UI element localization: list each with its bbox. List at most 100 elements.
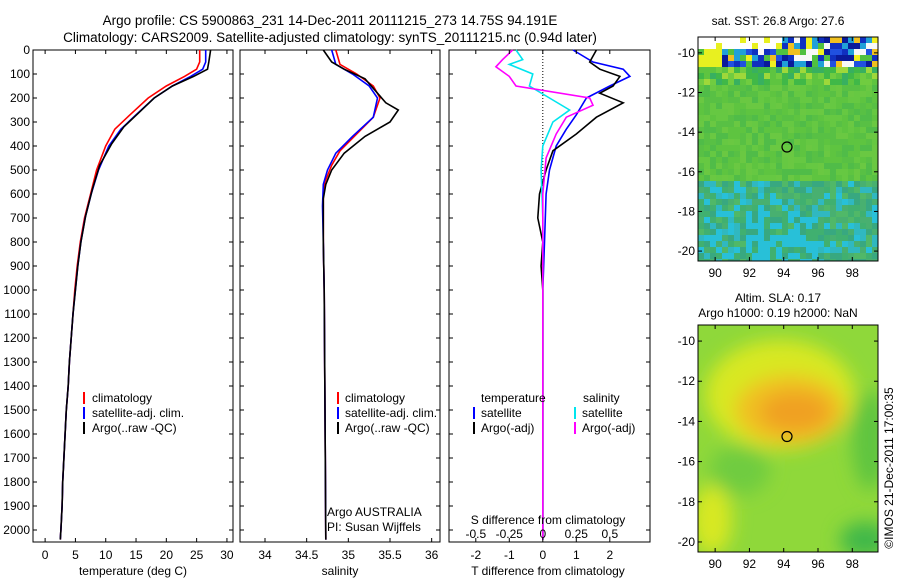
- depth-tick-label: 1600: [3, 427, 30, 441]
- depth-tick-label: 1200: [3, 331, 30, 345]
- depth-tick-label: 1500: [3, 403, 30, 417]
- figure-title-line1: Argo profile: CS 5900863_231 14-Dec-2011…: [103, 13, 558, 28]
- temperature-legend: climatology satellite-adj. clim. Argo(..…: [83, 391, 184, 435]
- legend-temperature-title: temperature: [481, 391, 546, 405]
- x-tick-label: 1: [573, 548, 580, 562]
- series-line-t-satellite: [542, 49, 632, 540]
- lat-tick-label: -16: [678, 165, 696, 179]
- depth-tick-label: 900: [10, 259, 30, 273]
- depth-tick-label: 500: [10, 163, 30, 177]
- depth-tick-label: 800: [10, 235, 30, 249]
- sst-map-title: sat. SST: 26.8 Argo: 27.6: [712, 14, 845, 28]
- legend-s-satellite-label: satellite: [582, 406, 623, 420]
- legend-climatology-label: climatology: [345, 391, 405, 405]
- legend-salinity-title: salinity: [583, 391, 620, 405]
- series-line-s-argo-adj: [494, 49, 595, 540]
- sst-map-axes: 90 92 94 96 98 -10 -12 -14 -16 -18 -20: [678, 37, 878, 280]
- s-diff-tick-label: -0.5: [465, 527, 486, 541]
- lon-tick-label: 96: [811, 266, 825, 280]
- legend-satellite-label: satellite-adj. clim.: [345, 406, 437, 420]
- lat-tick-label: -10: [678, 46, 696, 60]
- depth-tick-label: 300: [10, 115, 30, 129]
- series-line-argo-raw-qc: [59, 49, 212, 540]
- difference-depth-ticks: [449, 49, 650, 531]
- depth-tick-label: 1300: [3, 355, 30, 369]
- series-line-argo-raw-qc: [322, 49, 400, 540]
- t-difference-axis: -2 -1 0 1 2: [470, 50, 613, 562]
- sst-heatmap-image: [698, 37, 878, 261]
- salinity-axes-frame: [239, 49, 441, 543]
- lon-tick-label: 96: [811, 557, 825, 571]
- depth-tick-label: 2000: [3, 523, 30, 537]
- sla-map-title-line1: Altim. SLA: 0.17: [735, 291, 821, 305]
- s-diff-tick-label: -0.25: [496, 527, 524, 541]
- x-tick-label: -2: [470, 548, 481, 562]
- temperature-panel: 0100200300400500600700800900100011001200…: [3, 43, 234, 578]
- depth-tick-label: 1100: [4, 307, 30, 321]
- sst-map-frame: [697, 36, 879, 262]
- x-tick-label: 15: [129, 548, 143, 562]
- x-tick-label: 36: [425, 548, 439, 562]
- lat-tick-label: -18: [678, 495, 696, 509]
- depth-axis: 0 100 200 300 400 500 600 700 800 900 1000 1100 1200…: [3, 43, 233, 537]
- sla-heatmap-image: [698, 325, 878, 552]
- float-pi-label: PI: Susan Wijffels: [327, 520, 421, 534]
- figure-title-line2: Climatology: CARS2009. Satellite-adjuste…: [63, 30, 597, 45]
- depth-tick-label: 400: [10, 139, 30, 153]
- lon-tick-label: 94: [777, 266, 791, 280]
- x-tick-label: -1: [504, 548, 515, 562]
- depth-tick-label: 700: [10, 211, 30, 225]
- lat-tick-label: -14: [678, 414, 696, 428]
- lat-tick-label: -14: [678, 125, 696, 139]
- depth-tick-label: 1900: [3, 499, 30, 513]
- t-difference-axis-label: T difference from climatology: [471, 564, 625, 578]
- temperature-series-group: [59, 49, 212, 540]
- salinity-depth-ticks: [240, 49, 440, 531]
- difference-series-group: [494, 49, 632, 540]
- depth-tick-label: 200: [10, 91, 30, 105]
- sla-map-frame: [697, 324, 879, 553]
- x-tick-label: 0: [42, 548, 49, 562]
- depth-tick-label: 1400: [3, 379, 30, 393]
- lon-tick-label: 98: [846, 557, 860, 571]
- difference-legend: temperature salinity satellite Argo(-adj…: [473, 391, 635, 435]
- float-owner-label: Argo AUSTRALIA: [327, 505, 422, 519]
- x-tick-label: 0: [539, 548, 546, 562]
- lon-tick-label: 90: [708, 266, 722, 280]
- difference-axes-frame: [448, 49, 651, 543]
- salinity-legend: climatology satellite-adj. clim. Argo(..…: [337, 391, 437, 435]
- legend-climatology-label: climatology: [92, 391, 152, 405]
- x-tick-label: 35: [342, 548, 356, 562]
- sla-map-title-line2: Argo h1000: 0.19 h2000: NaN: [698, 306, 857, 320]
- temperature-axes-frame: [32, 49, 234, 543]
- s-diff-tick-label: 0.5: [601, 527, 618, 541]
- salinity-panel: 34 34.5 35 35.5 36 salinity climatology sate…: [239, 49, 441, 578]
- lon-tick-label: 94: [777, 557, 791, 571]
- salinity-axis: 34 34.5 35 35.5 36: [258, 50, 439, 562]
- depth-tick-label: 100: [10, 67, 30, 81]
- lon-tick-label: 92: [743, 266, 757, 280]
- x-tick-label: 35.5: [378, 548, 402, 562]
- lat-tick-label: -20: [678, 535, 696, 549]
- legend-satellite-label: satellite-adj. clim.: [92, 406, 184, 420]
- sla-map-panel: Altim. SLA: 0.17 Argo h1000: 0.19 h2000:…: [678, 291, 879, 571]
- x-tick-label: 34: [258, 548, 272, 562]
- s-diff-tick-label: 0: [539, 527, 546, 541]
- depth-tick-label: 0: [23, 43, 30, 57]
- x-tick-label: 20: [160, 548, 174, 562]
- sst-map-panel: sat. SST: 26.8 Argo: 27.6 90 92 94 96 98 -10 -…: [678, 14, 879, 280]
- legend-t-argo-label: Argo(-adj): [481, 421, 534, 435]
- lon-tick-label: 92: [743, 557, 757, 571]
- depth-tick-label: 1800: [3, 475, 30, 489]
- lat-tick-label: -10: [678, 334, 696, 348]
- x-tick-label: 10: [99, 548, 113, 562]
- difference-panel: -2 -1 0 1 2 -0.5 -0.25 0 0.25 0.5 S difference f…: [448, 49, 651, 578]
- salinity-axis-label: salinity: [322, 564, 359, 578]
- salinity-series-group: [321, 49, 400, 540]
- temperature-axis-label: temperature (deg C): [79, 564, 187, 578]
- argo-position-marker: [781, 141, 793, 153]
- depth-tick-label: 1700: [3, 451, 30, 465]
- x-tick-label: 2: [606, 548, 613, 562]
- lat-tick-label: -20: [678, 244, 696, 258]
- temperature-axis: 0 5 10 15 20 25 30: [42, 50, 234, 562]
